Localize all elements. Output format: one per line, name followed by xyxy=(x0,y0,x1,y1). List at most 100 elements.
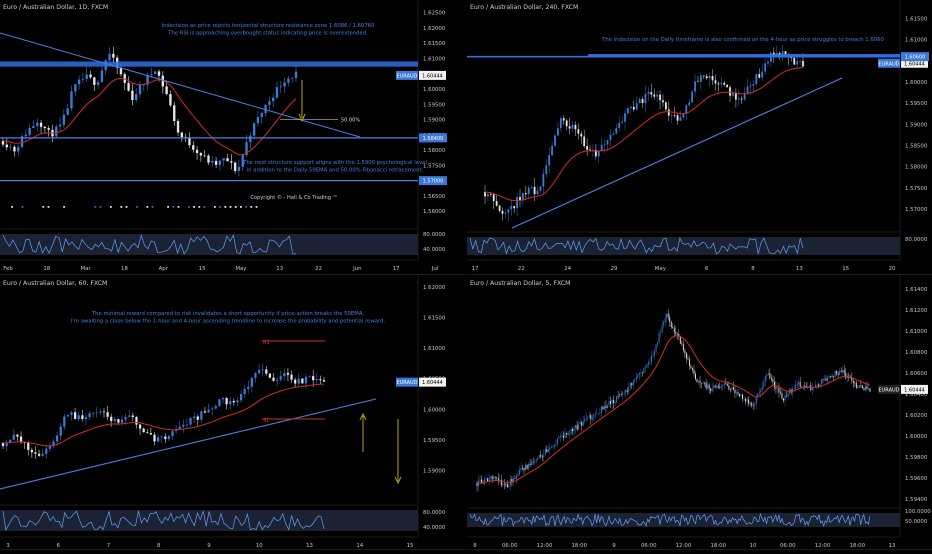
candle-body xyxy=(175,429,178,432)
candle-body xyxy=(531,461,533,466)
candle-body xyxy=(62,114,66,125)
candle-body xyxy=(743,398,745,400)
level-tag xyxy=(419,133,447,143)
candle-body xyxy=(723,383,725,386)
time-tick-label: 18:00 xyxy=(710,543,726,549)
candle-body xyxy=(705,382,707,389)
candle-body xyxy=(530,186,533,188)
candle-body xyxy=(119,67,123,75)
osc-line xyxy=(2,233,297,255)
candle-body xyxy=(27,442,30,450)
candle-body xyxy=(239,394,243,401)
candle-body xyxy=(66,108,69,115)
candle-body xyxy=(485,478,487,480)
marker-dot xyxy=(219,206,221,208)
time-tick-label: 8 xyxy=(751,266,755,272)
candle-body xyxy=(540,455,542,457)
price-tick-label: 1.61400 xyxy=(905,287,928,293)
candle-body xyxy=(688,102,691,106)
candle-body xyxy=(89,74,92,78)
candle-body xyxy=(618,122,621,129)
time-tick-label: 6 xyxy=(57,543,61,549)
level-label: S1 xyxy=(263,418,269,424)
candle-body xyxy=(268,101,271,105)
time-tick-label: 12:00 xyxy=(537,543,553,549)
marker-dot xyxy=(203,206,206,208)
candle-body xyxy=(189,418,192,425)
panel-h4[interactable]: Euro / Australian Dollar, 240, FXCM 1.615… xyxy=(467,0,932,275)
candle-body xyxy=(760,390,762,393)
candle-body xyxy=(36,122,39,126)
osc-tick-label: 50.0000 xyxy=(905,519,928,525)
candle-body xyxy=(748,399,750,404)
candle-body xyxy=(529,463,531,466)
candle-body xyxy=(275,87,279,98)
candle-body xyxy=(605,405,607,409)
symbol-label: EURAUD xyxy=(396,73,417,79)
marker-dot xyxy=(21,206,24,208)
candle-body xyxy=(624,113,626,122)
marker-dot xyxy=(234,206,237,208)
candle-body xyxy=(643,367,645,373)
marker-dot xyxy=(136,206,138,208)
candle-body xyxy=(825,378,827,381)
candle-body xyxy=(695,373,696,380)
candle-body xyxy=(207,409,210,413)
ema-line xyxy=(477,335,871,484)
candle-body xyxy=(649,362,651,363)
candle-body xyxy=(257,369,261,374)
ema-line xyxy=(2,383,325,447)
candle-body xyxy=(728,385,730,390)
candle-body xyxy=(171,431,174,437)
candle-body xyxy=(714,385,716,388)
price-tick-label: 1.59000 xyxy=(905,122,928,128)
candle-body xyxy=(587,417,589,419)
candle-body xyxy=(681,343,683,345)
price-tick-label: 1.56500 xyxy=(423,194,446,200)
candle-body xyxy=(839,370,841,375)
marker-dot xyxy=(120,206,123,208)
candle-body xyxy=(694,81,696,92)
price-tick-label: 1.61200 xyxy=(905,308,928,314)
level-tag xyxy=(419,176,447,186)
candle-body xyxy=(621,121,624,123)
candle-body xyxy=(787,393,789,397)
candle-body xyxy=(725,383,727,385)
candle-body xyxy=(641,99,644,103)
candle-body xyxy=(48,446,52,449)
candle-body xyxy=(149,433,152,435)
candle-body xyxy=(713,385,715,388)
candle-body xyxy=(840,370,842,373)
candle-body xyxy=(221,398,225,400)
candle-body xyxy=(544,448,546,455)
marker-dot xyxy=(151,206,154,208)
price-tick-label: 1.57000 xyxy=(905,207,928,213)
candle-body xyxy=(185,424,189,426)
candle-body xyxy=(264,104,267,113)
candle-body xyxy=(798,381,800,384)
candle-body xyxy=(570,428,572,434)
time-tick-label: 3 xyxy=(6,543,9,549)
candle-body xyxy=(146,74,149,85)
candle-body xyxy=(545,165,548,175)
candle-body xyxy=(514,478,516,480)
candles xyxy=(476,308,871,492)
price-tick-label: 1.62500 xyxy=(423,11,446,17)
candle-body xyxy=(195,149,199,154)
candle-body xyxy=(804,386,806,387)
candle-body xyxy=(802,60,804,67)
candle-body xyxy=(690,365,692,369)
down-arrow-head xyxy=(394,476,402,485)
candle-body xyxy=(608,401,610,406)
marker-dot xyxy=(177,206,180,208)
panel-daily[interactable]: Euro / Australian Dollar, 1D, FXCM 1.6250… xyxy=(0,0,465,275)
candle-body xyxy=(160,436,163,438)
candle-body xyxy=(640,372,642,374)
candle-body xyxy=(820,379,822,385)
candle-body xyxy=(861,385,863,389)
candle-body xyxy=(178,426,181,430)
candle-body xyxy=(188,137,191,146)
marker-dot xyxy=(42,206,45,208)
candle-body xyxy=(591,417,593,420)
